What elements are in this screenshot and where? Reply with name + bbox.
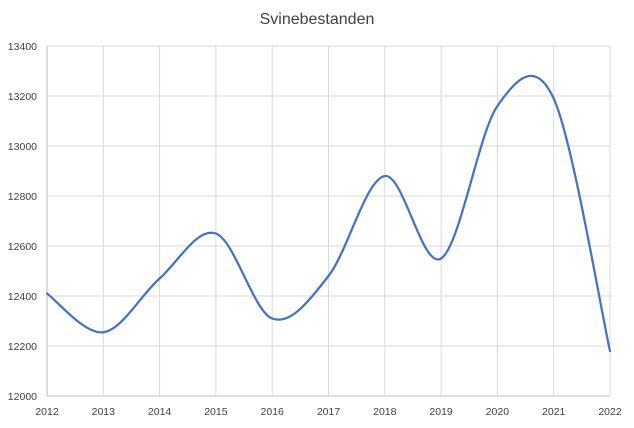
- x-tick-label: 2013: [92, 406, 116, 418]
- gridlines: [46, 45, 611, 397]
- x-axis-ticks: 2012 2013 2014 2015 2016 2017 2018 2019 2020 2021…: [35, 406, 622, 418]
- x-tick-label: 2012: [35, 406, 59, 418]
- y-tick-label: 13400: [8, 41, 37, 53]
- x-tick-label: 2015: [204, 406, 228, 418]
- series-line: [45, 74, 612, 353]
- y-tick-label: 12000: [8, 391, 37, 403]
- y-tick-label: 12800: [8, 191, 37, 203]
- y-axis-ticks: 12000 12200 12400 12600 12800 13000 13200 13400: [8, 41, 37, 403]
- y-tick-label: 12400: [8, 291, 37, 303]
- x-tick-label: 2019: [429, 406, 453, 418]
- y-tick-label: 12200: [8, 341, 37, 353]
- x-tick-label: 2014: [148, 406, 172, 418]
- x-tick-label: 2021: [542, 406, 566, 418]
- x-tick-label: 2022: [598, 406, 622, 418]
- x-tick-label: 2020: [486, 406, 510, 418]
- y-tick-label: 13000: [8, 141, 37, 153]
- x-tick-label: 2018: [373, 406, 397, 418]
- x-tick-label: 2016: [261, 406, 285, 418]
- chart-title: Svinebestanden: [260, 11, 375, 28]
- y-tick-label: 12600: [8, 241, 37, 253]
- x-tick-label: 2017: [317, 406, 341, 418]
- y-tick-label: 13200: [8, 91, 37, 103]
- series-layer: [45, 74, 612, 353]
